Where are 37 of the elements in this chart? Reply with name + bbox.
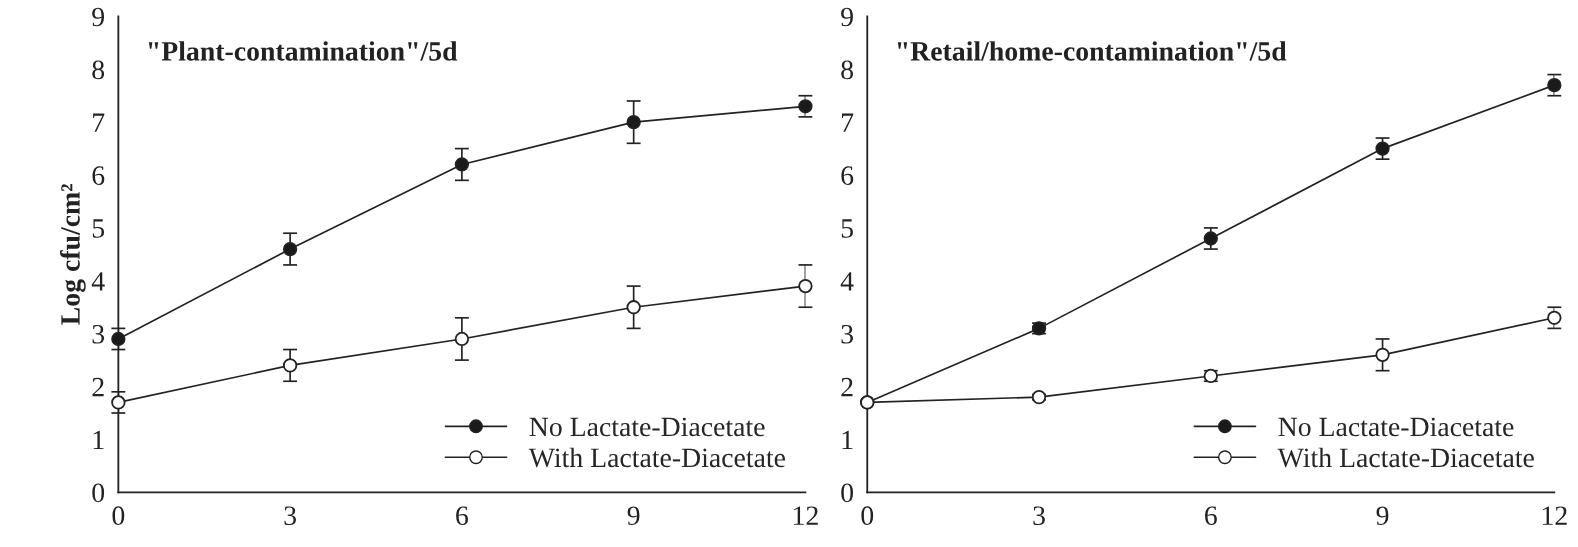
y-tick-label: 3 [92,324,105,344]
text: "Retail/home-contamination"/5d [897,41,1287,61]
x-tick-label: 9 [1376,506,1389,526]
y-tick-label: 7 [842,113,854,132]
x-tick-label: 6 [456,506,468,526]
x-tick-label: 0 [861,506,874,526]
legend-label: With Lactate-Diacetate [1277,447,1534,468]
y-tick-label: 7 [93,113,105,132]
x-tick-label: 12 [1542,506,1567,525]
y-tick-label: 8 [841,60,853,80]
y-tick-label: 0 [92,483,105,503]
legend-label: With Lactate-Diacetate [528,447,786,468]
y-tick-label: 3 [841,324,853,344]
y-tick-label: 1 [93,430,104,450]
y-axis-title: Log cfu/cm² [60,184,86,325]
x-tick-label: 6 [1205,506,1217,526]
y-tick-label: 2 [841,377,853,397]
x-tick-label: 12 [793,506,818,525]
y-tick-label: 4 [840,272,854,291]
y-tick-label: 6 [92,166,105,185]
legend-label: No Lactate-Diacetate [1278,417,1514,437]
legend-label: No Lactate-Diacetate [529,417,765,437]
y-tick-label: 1 [842,430,853,450]
y-tick-label: 9 [841,7,853,27]
y-tick-label: 5 [92,219,105,238]
x-tick-label: 0 [112,506,125,526]
y-tick-label: 8 [92,60,105,80]
y-tick-label: 4 [91,272,105,291]
y-tick-label: 9 [92,7,105,27]
x-tick-label: 9 [627,506,640,526]
y-tick-label: 6 [841,166,854,185]
y-tick-label: 0 [841,483,853,503]
x-tick-label: 3 [1033,506,1045,526]
text: "Plant-contamination"/5d [148,41,458,61]
x-tick-label: 3 [284,506,296,526]
y-tick-label: 5 [841,219,853,238]
y-tick-label: 2 [92,377,104,397]
